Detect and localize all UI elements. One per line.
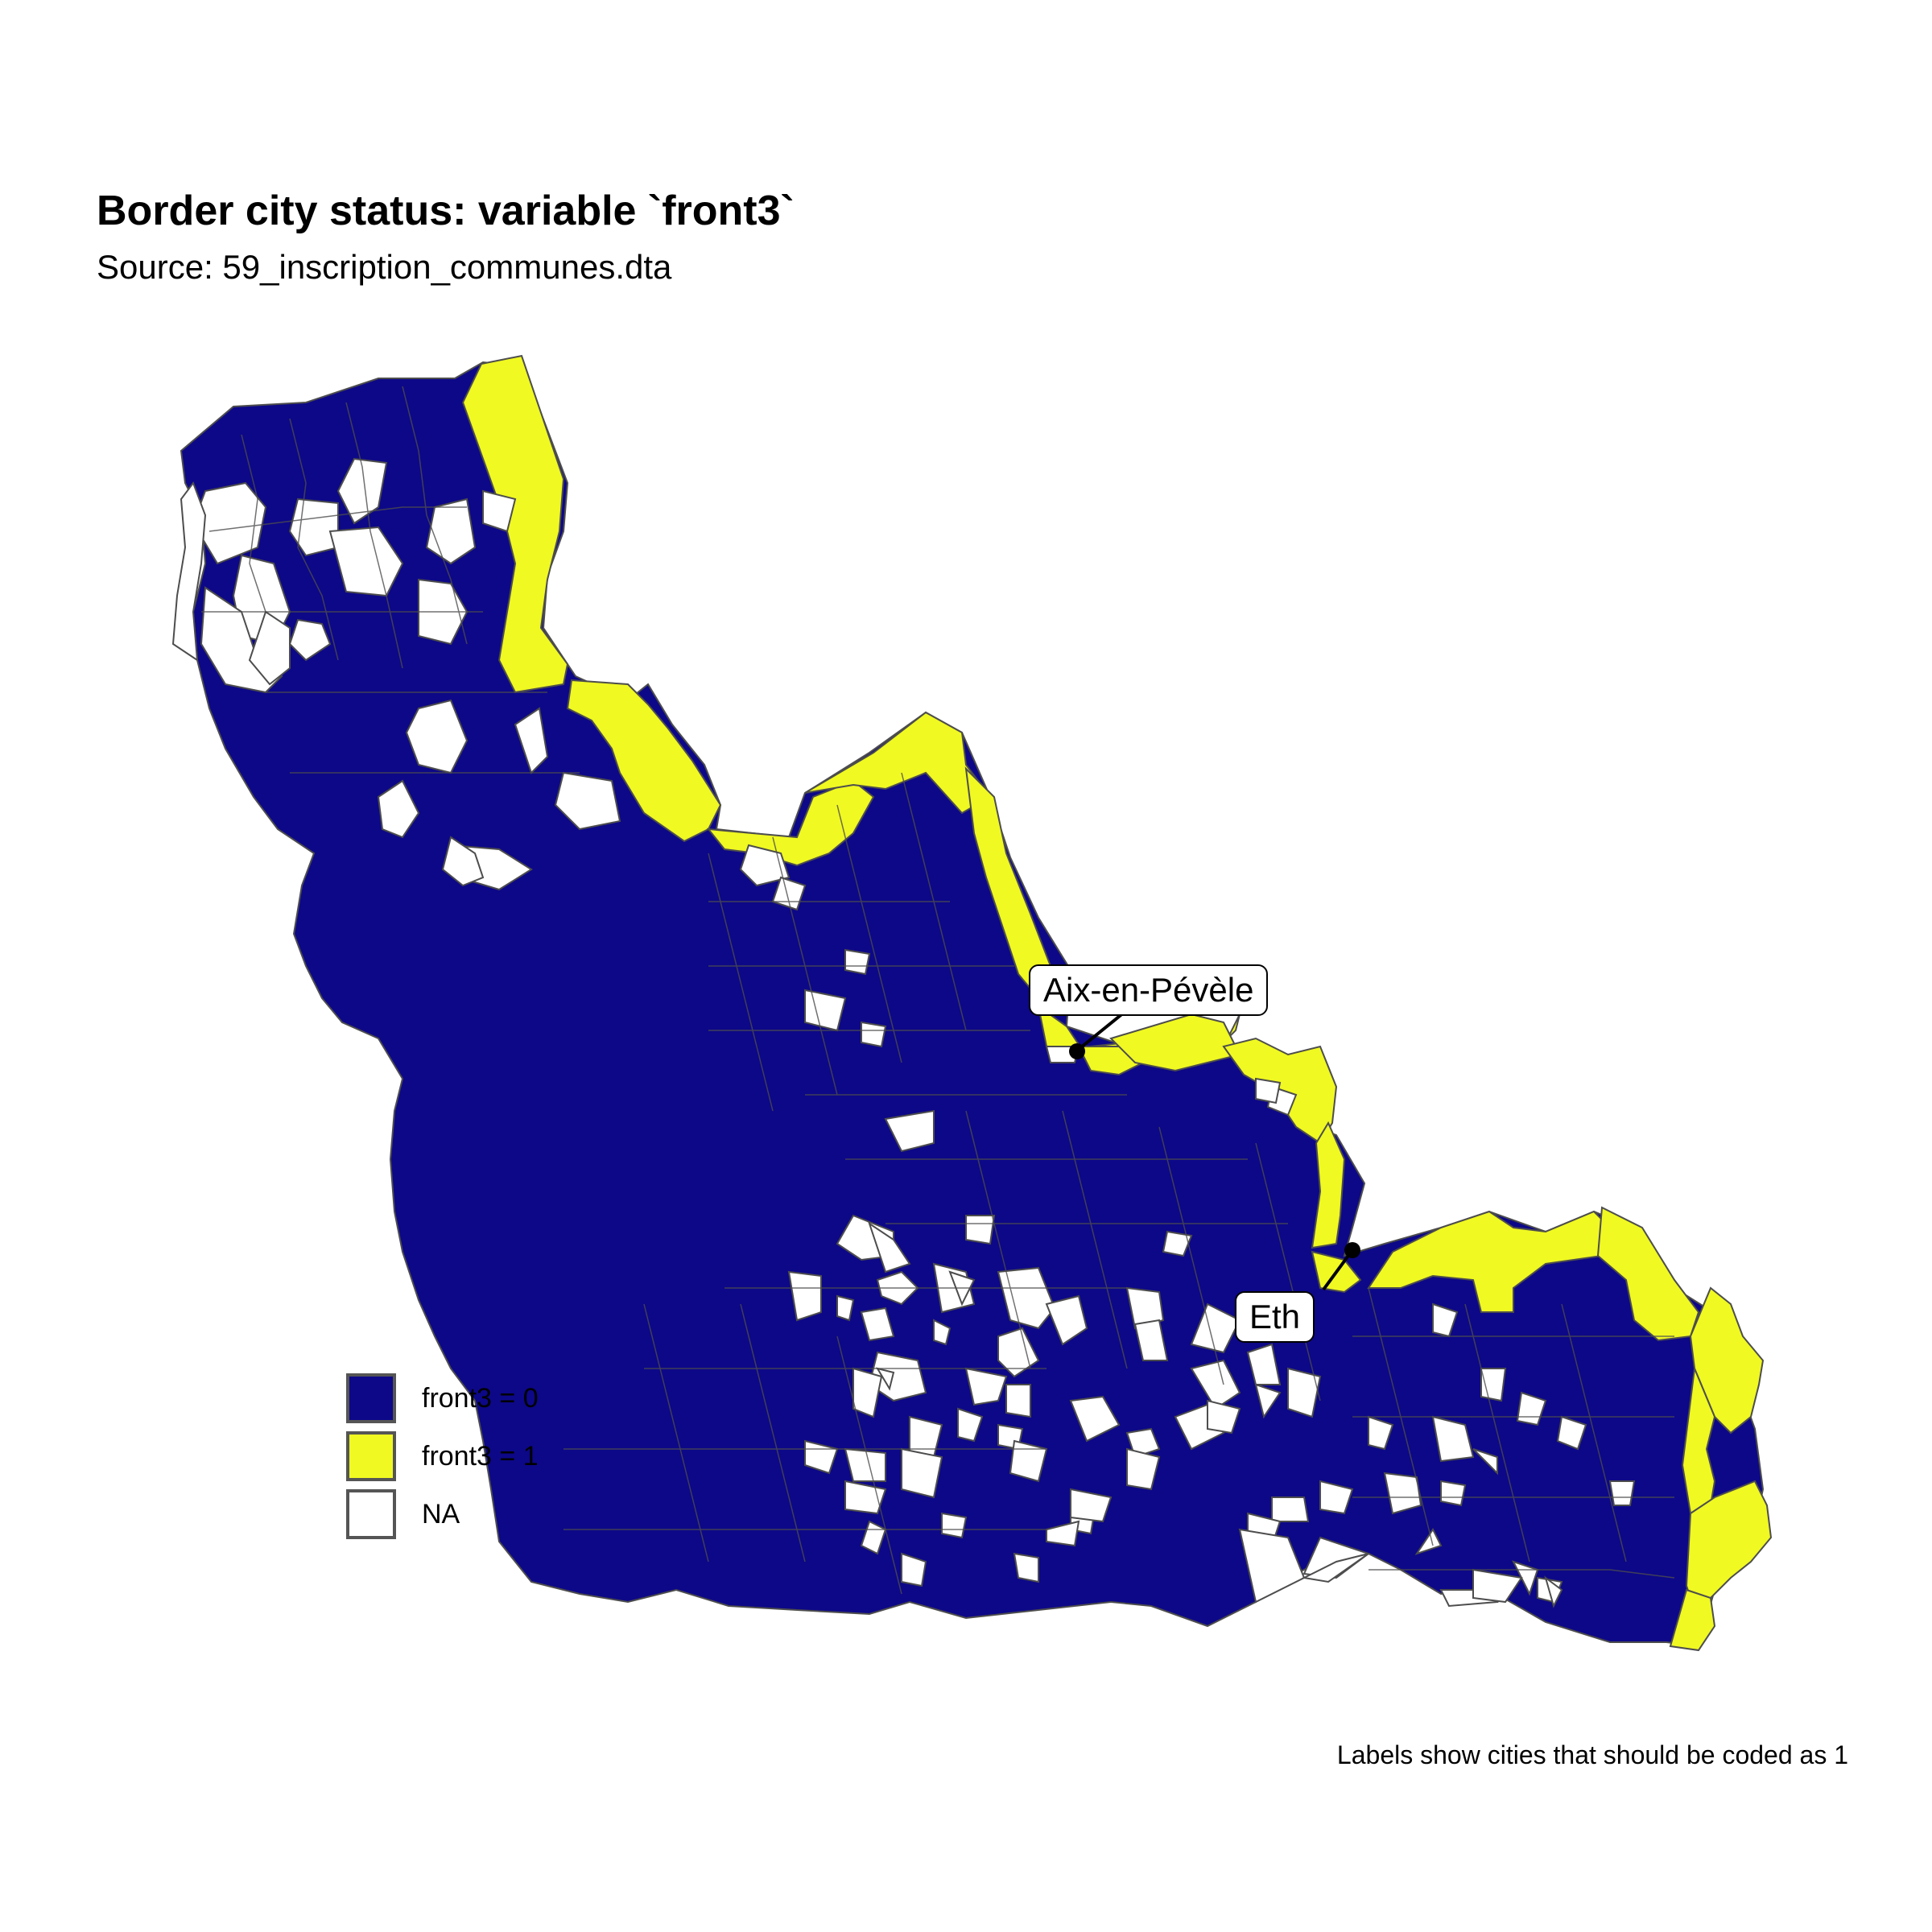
legend-label-front3-1: front3 = 1: [422, 1441, 539, 1472]
chart-subtitle: Source: 59_inscription_communes.dta: [97, 248, 672, 286]
legend-key-front3-0: [346, 1373, 396, 1423]
callout-pointers: [1069, 1011, 1360, 1291]
legend-label-front3-0: front3 = 0: [422, 1383, 539, 1414]
legend-item-front3-0: front3 = 0: [346, 1373, 636, 1430]
eth-point: [1344, 1242, 1360, 1258]
border-communes: [461, 354, 1773, 1652]
chart-caption: Labels show cities that should be coded …: [1336, 1740, 1848, 1769]
chart-title: Border city status: variable `front3`: [97, 188, 795, 234]
legend-key-front3-1: [346, 1431, 396, 1481]
commune-boundaries: [201, 386, 1675, 1595]
na-edge-communes: [171, 481, 1523, 1604]
legend-key-na: [346, 1489, 396, 1539]
callout-aix-en-pevele: Aix-en-Pévèle: [1029, 964, 1269, 1016]
aix-point: [1069, 1043, 1085, 1059]
legend-label-na: NA: [422, 1499, 460, 1530]
callout-eth: Eth: [1235, 1291, 1315, 1343]
legend-item-front3-1: front3 = 1: [346, 1431, 636, 1488]
legend-item-na: NA: [346, 1489, 636, 1546]
